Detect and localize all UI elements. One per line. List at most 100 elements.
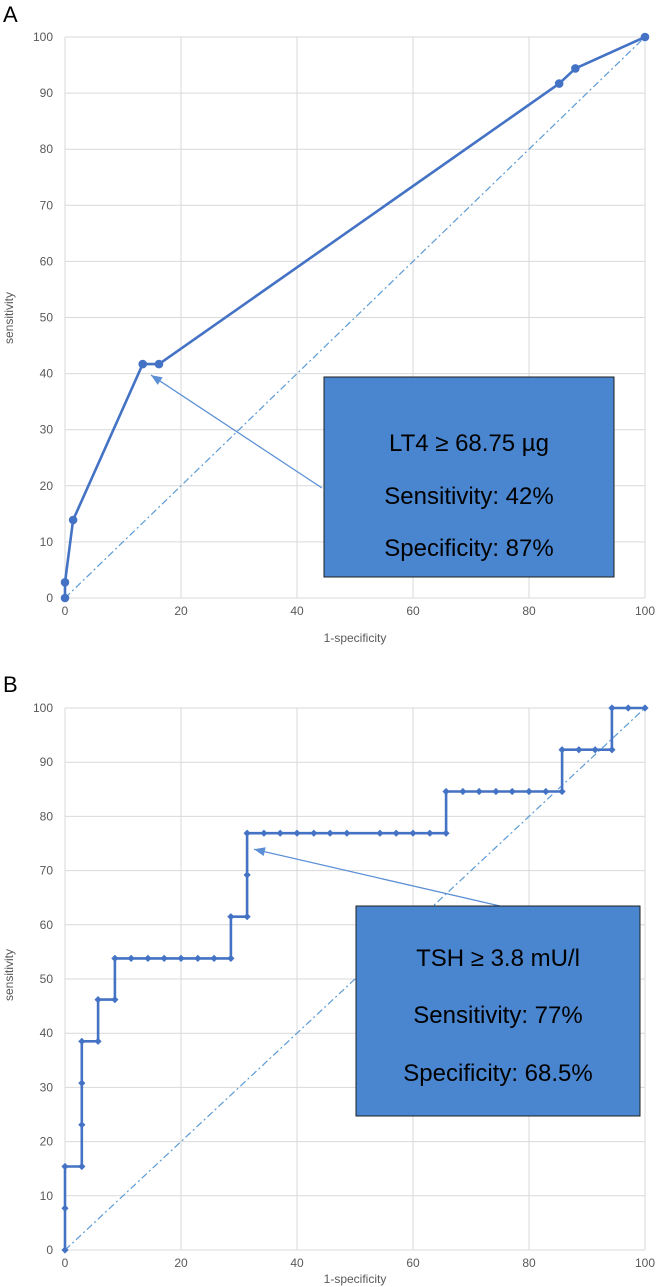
y-tick-label: 100 [33, 30, 53, 44]
y-tick-label: 20 [40, 1135, 54, 1149]
x-tick-label: 100 [635, 1256, 655, 1270]
data-point [558, 746, 566, 754]
data-point [608, 704, 616, 712]
x-tick-label: 40 [290, 604, 304, 618]
data-point [144, 954, 152, 963]
x-tick-label: 0 [62, 604, 69, 618]
y-tick-label: 60 [40, 918, 54, 932]
x-tick-label: 40 [290, 1256, 304, 1270]
data-point [442, 829, 450, 837]
data-point [78, 1162, 86, 1171]
data-point [641, 704, 649, 712]
annotation: TSH ≥ 3.8 mU/l Sensitivity: 77% Specific… [253, 847, 641, 1117]
grid [64, 36, 646, 599]
y-tick-label: 90 [40, 755, 54, 769]
data-point [78, 1121, 86, 1129]
chart-panel-a: A 0 10 20 30 40 50 60 70 80 90 100 0 20 40 60 80 100 1-s… [2, 2, 655, 645]
y-tick-label: 50 [40, 972, 54, 986]
panel-label: A [3, 2, 18, 27]
data-point [640, 32, 650, 42]
y-tick-label: 10 [40, 535, 54, 549]
annotation-box [355, 905, 641, 1117]
data-point [508, 787, 516, 796]
annotation-box [323, 376, 615, 578]
data-point [459, 787, 467, 796]
y-tick-label: 90 [40, 86, 54, 100]
data-point [94, 995, 102, 1004]
x-tick-label: 60 [406, 604, 420, 618]
data-point [160, 954, 168, 963]
annotation-threshold: LT4 ≥ 68.75 µg [389, 430, 549, 457]
data-point [260, 829, 268, 837]
annotation: LT4 ≥ 68.75 µg Sensitivity: 42% Specific… [150, 374, 615, 578]
data-point [243, 913, 251, 921]
data-point [624, 704, 632, 712]
x-axis-label: 1-specificity [324, 631, 387, 645]
y-tick-label: 10 [40, 1189, 54, 1203]
x-tick-label: 0 [62, 1256, 69, 1270]
data-point [61, 1204, 69, 1212]
annotation-arrow [253, 848, 501, 907]
data-point [227, 954, 235, 963]
y-tick-label: 70 [40, 198, 54, 212]
data-point [426, 829, 434, 837]
y-tick-label: 0 [46, 1243, 53, 1257]
y-axis-label: sensitivity [2, 949, 16, 1001]
y-tick-label: 70 [40, 864, 54, 878]
x-tick-label: 80 [522, 1256, 536, 1270]
data-point [575, 746, 583, 754]
annotation-threshold: TSH ≥ 3.8 mU/l [416, 945, 580, 972]
data-point [243, 829, 251, 837]
data-point [392, 829, 400, 837]
y-tick-label: 30 [40, 1080, 54, 1094]
data-point [194, 954, 202, 963]
y-tick-label: 50 [40, 311, 54, 325]
x-tick-label: 20 [174, 604, 188, 618]
annotation-specificity: Specificity: 68.5% [403, 1060, 592, 1087]
data-point [558, 787, 566, 796]
data-point [525, 787, 533, 796]
axis-ticks: 0 10 20 30 40 50 60 70 80 90 100 0 20 40 60 80 100 [33, 30, 655, 618]
data-points [60, 32, 650, 603]
roc-chart-b: B 0 10 20 30 40 50 60 70 80 90 100 0 20 40 60 80 100 1-s… [2, 672, 655, 1286]
y-tick-label: 60 [40, 254, 54, 268]
data-point [492, 787, 500, 796]
data-point [608, 746, 616, 754]
annotation-arrowhead [253, 847, 266, 857]
x-axis-label: 1-specificity [324, 1272, 387, 1286]
chart-panel-b: B 0 10 20 30 40 50 60 70 80 90 100 0 20 40 60 80 100 1-s… [0, 670, 661, 1287]
annotation-sensitivity: Sensitivity: 42% [384, 483, 553, 510]
reference-line [64, 707, 646, 1251]
data-point [243, 871, 251, 879]
y-tick-label: 30 [40, 423, 54, 437]
data-point [177, 954, 185, 963]
data-point [326, 829, 334, 837]
data-point [542, 787, 550, 796]
x-tick-label: 80 [522, 604, 536, 618]
data-point [409, 829, 417, 837]
y-tick-label: 20 [40, 479, 54, 493]
data-point [68, 515, 78, 525]
data-point [154, 359, 164, 369]
data-point [442, 787, 450, 796]
data-point [571, 64, 580, 73]
chance-diagonal-line [64, 707, 646, 1251]
data-point [293, 829, 301, 837]
data-point [310, 829, 318, 837]
data-point [138, 359, 148, 369]
data-point [227, 913, 235, 921]
y-tick-label: 80 [40, 142, 54, 156]
y-axis-label: sensitivity [2, 292, 16, 344]
roc-chart-a: A 0 10 20 30 40 50 60 70 80 90 100 0 20 40 60 80 100 1-s… [2, 2, 655, 645]
data-point [60, 593, 70, 603]
data-point [111, 995, 119, 1004]
data-point [210, 954, 218, 963]
axis-ticks: 0 10 20 30 40 50 60 70 80 90 100 0 20 40 60 80 100 [33, 701, 655, 1270]
data-point [78, 1037, 86, 1045]
data-point [343, 829, 351, 837]
annotation-sensitivity: Sensitivity: 77% [413, 1002, 582, 1029]
y-tick-label: 0 [46, 591, 53, 605]
data-point [475, 787, 483, 796]
annotation-arrow [150, 374, 323, 489]
data-point [276, 829, 284, 837]
